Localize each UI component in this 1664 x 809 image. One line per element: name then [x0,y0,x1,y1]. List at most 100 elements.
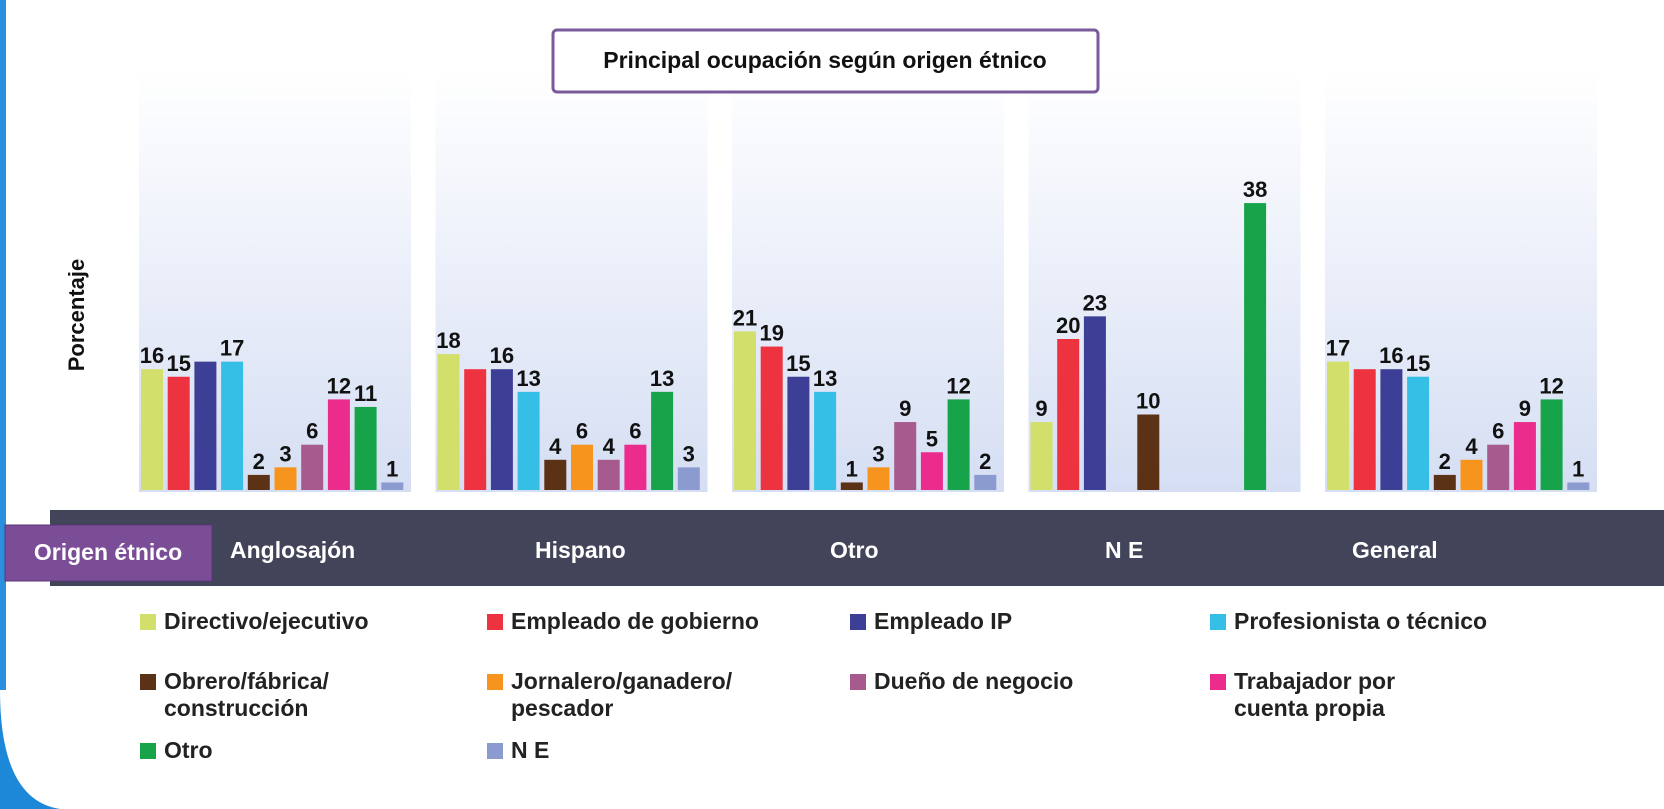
legend-label: N E [511,737,550,763]
data-label: 6 [306,419,318,444]
legend-label: Directivo/ejecutivo [164,608,369,634]
legend-item: Empleado IP [850,608,1160,635]
data-label: 3 [872,441,884,466]
bar [840,482,863,490]
data-label: 9 [1519,396,1531,421]
data-label: 3 [683,441,695,466]
bar [354,406,377,490]
title-box [551,28,1100,94]
category-label: N E [1105,537,1143,563]
bar [974,474,997,490]
legend-item: Directivo/ejecutivo [140,608,450,635]
x-label: Origen étnico [34,539,182,565]
legend-swatch [1210,614,1226,630]
legend-label: Dueño de negocio [874,668,1074,694]
bar [1057,339,1080,490]
data-label: 15 [1406,351,1430,376]
bar [1137,414,1160,490]
bar [274,467,297,490]
chart-title: Principal ocupación según origen étnico [603,47,1046,73]
legend-item: Dueño de negocio [850,668,1160,695]
data-label: 10 [1136,389,1160,414]
data-label: 16 [140,343,164,368]
data-label: 1 [846,456,858,481]
x-label-box [4,524,213,582]
legend-swatch [140,674,156,690]
bar [920,452,943,490]
legend-swatch [487,743,503,759]
bar [867,467,890,490]
bar [624,444,647,490]
data-label: 15 [166,351,190,376]
data-label: 5 [926,426,938,451]
y-label: Porcentaje [64,259,89,372]
legend-label: Otro [164,737,213,763]
data-label: 4 [603,434,616,459]
data-label: 3 [279,441,291,466]
bar [597,459,620,490]
bar [571,444,593,490]
data-label: 1 [1572,456,1584,481]
category-label: General [1352,537,1438,563]
bar [437,354,460,490]
bar [814,391,837,490]
legend-swatch [487,674,503,690]
bar [141,369,163,490]
data-label: 12 [327,373,351,398]
data-label: 4 [549,434,562,459]
bar [1407,376,1430,490]
bar [734,331,756,490]
data-label: 9 [1035,396,1047,421]
data-label: 2 [979,449,991,474]
bar [221,361,244,490]
bar [194,361,217,490]
bar [1353,369,1376,490]
bar [1083,316,1106,490]
bar [1380,369,1403,490]
data-label: 21 [733,305,757,330]
bar [167,376,190,490]
data-label: 13 [650,366,674,391]
bar [327,399,350,490]
legend-label: Trabajador por cuenta propia [1234,668,1396,721]
data-label: 12 [946,373,970,398]
legend-swatch [140,614,156,630]
legend-item: Otro [140,737,450,764]
data-label: 17 [220,336,244,361]
data-label: 16 [490,343,514,368]
legend-label: Empleado IP [874,608,1013,634]
edge-decoration [0,0,6,690]
legend-item: N E [487,737,797,764]
legend-label: Empleado de gobierno [511,608,759,634]
category-label: Anglosajón [230,537,355,563]
bar [1030,422,1053,490]
bar [677,467,700,490]
bar [947,399,970,490]
bar [1244,203,1267,490]
data-label: 17 [1326,336,1350,361]
bar [1327,361,1349,490]
legend-item: Trabajador por cuenta propia [1210,668,1520,722]
data-label: 6 [576,419,588,444]
bar [1487,444,1510,490]
bar [651,391,674,490]
data-label: 19 [759,321,783,346]
bar [1433,474,1456,490]
data-label: 6 [1492,419,1504,444]
data-label: 23 [1083,290,1107,315]
category-band [50,510,1664,586]
legend-label: Jornalero/ganadero/ pescador [511,668,733,721]
data-label: 9 [899,396,911,421]
legend-swatch [140,743,156,759]
legend-item: Profesionista o técnico [1210,608,1520,635]
data-label: 13 [516,366,540,391]
legend-swatch [850,674,866,690]
bar [490,369,513,490]
data-label: 20 [1056,313,1080,338]
bar [1540,399,1563,490]
data-label: 2 [253,449,265,474]
legend-swatch [850,614,866,630]
bar [247,474,270,490]
bar [464,369,487,490]
